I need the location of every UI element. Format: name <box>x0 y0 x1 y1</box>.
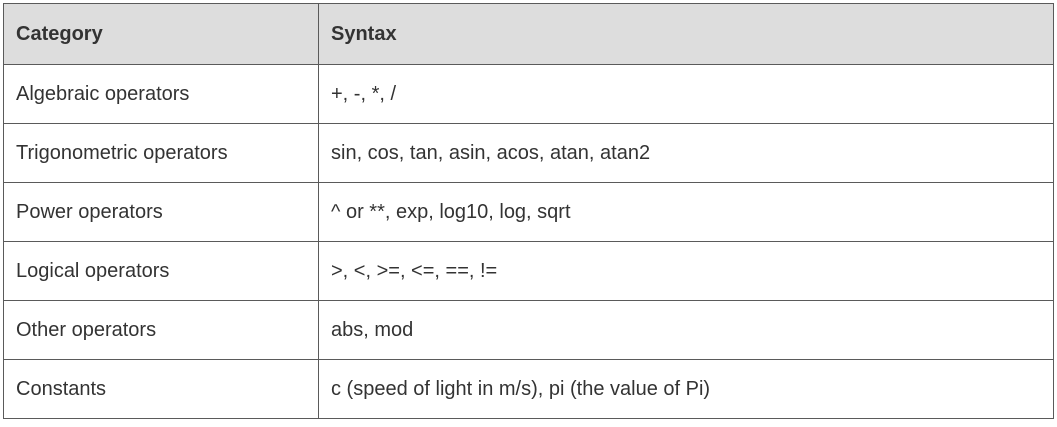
syntax-cell: >, <, >=, <=, ==, != <box>318 241 1054 301</box>
syntax-cell: ^ or **, exp, log10, log, sqrt <box>318 182 1054 242</box>
category-cell: Power operators <box>3 182 319 242</box>
syntax-cell: c (speed of light in m/s), pi (the value… <box>318 359 1054 419</box>
category-cell: Other operators <box>3 300 319 360</box>
table-row: Other operators abs, mod <box>3 300 1054 360</box>
header-row: Category Syntax <box>3 3 1054 65</box>
syntax-cell: sin, cos, tan, asin, acos, atan, atan2 <box>318 123 1054 183</box>
category-cell: Algebraic operators <box>3 64 319 124</box>
table-body: Algebraic operators +, -, *, / Trigonome… <box>3 64 1054 419</box>
table-row: Algebraic operators +, -, *, / <box>3 64 1054 124</box>
category-cell: Constants <box>3 359 319 419</box>
table-header: Category Syntax <box>3 3 1054 65</box>
column-header-syntax: Syntax <box>318 3 1054 65</box>
column-header-category: Category <box>3 3 319 65</box>
category-cell: Trigonometric operators <box>3 123 319 183</box>
table-row: Logical operators >, <, >=, <=, ==, != <box>3 241 1054 301</box>
syntax-cell: abs, mod <box>318 300 1054 360</box>
table-row: Power operators ^ or **, exp, log10, log… <box>3 182 1054 242</box>
table-row: Constants c (speed of light in m/s), pi … <box>3 359 1054 419</box>
syntax-cell: +, -, *, / <box>318 64 1054 124</box>
category-cell: Logical operators <box>3 241 319 301</box>
table-row: Trigonometric operators sin, cos, tan, a… <box>3 123 1054 183</box>
operators-table: Category Syntax Algebraic operators +, -… <box>3 3 1054 419</box>
